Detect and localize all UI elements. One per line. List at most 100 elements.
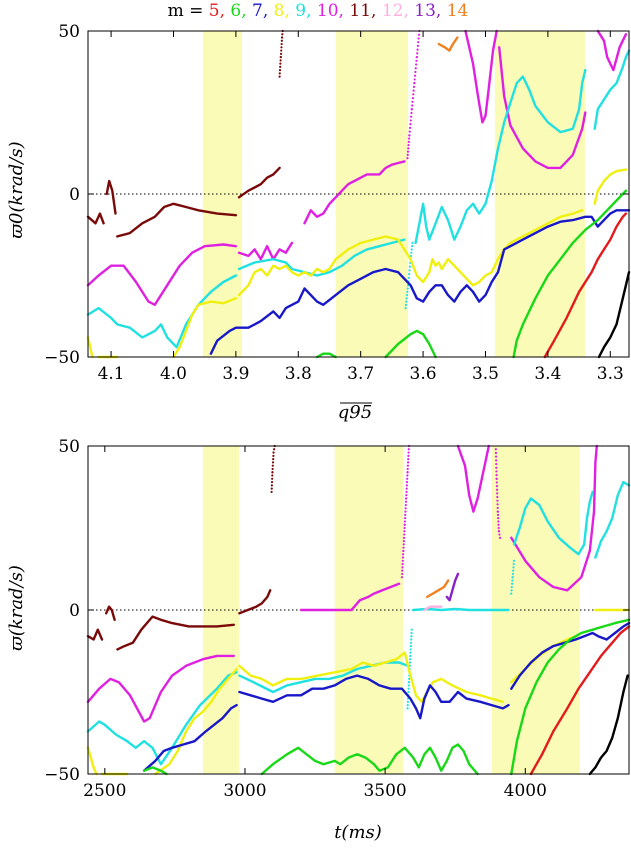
series-point xyxy=(404,500,408,503)
series-point xyxy=(511,572,515,576)
x-tick-label: 3.8 xyxy=(285,364,312,384)
series-point xyxy=(406,157,409,160)
series-m9 xyxy=(86,671,238,766)
series-m11 xyxy=(86,212,105,225)
series-point xyxy=(406,707,409,710)
series-point xyxy=(271,467,274,471)
series-point xyxy=(402,549,405,553)
bottom-xlabel-text: t(ms) xyxy=(334,822,382,843)
series-point xyxy=(408,130,411,133)
series-m9 xyxy=(594,480,631,559)
series-m12 xyxy=(423,605,443,612)
series-point xyxy=(402,546,405,549)
series-m10 xyxy=(596,29,628,72)
series-point xyxy=(410,111,413,115)
series-m9 xyxy=(414,68,587,245)
series-point xyxy=(407,454,410,457)
legend-entry: 11, xyxy=(349,1,381,21)
series-point xyxy=(403,533,406,536)
series-point xyxy=(497,517,500,520)
series-point xyxy=(404,507,407,510)
series-point xyxy=(410,251,413,254)
top-ylabel-text: ϖ0(krad/s) xyxy=(6,141,27,238)
series-point xyxy=(413,82,416,85)
y-tick-label: 0 xyxy=(69,601,80,621)
series-point xyxy=(411,96,415,100)
series-m4 xyxy=(597,271,631,359)
top-series xyxy=(86,29,631,359)
series-point xyxy=(415,63,418,66)
y-tick-label: 0 xyxy=(69,185,80,205)
series-point xyxy=(270,487,273,490)
series-point xyxy=(402,553,405,556)
series-point xyxy=(409,651,412,654)
series-point xyxy=(272,458,275,461)
series-point xyxy=(406,461,410,464)
series-m11 xyxy=(104,605,116,621)
series-point xyxy=(407,140,410,143)
series-point xyxy=(413,78,416,81)
series-point xyxy=(510,585,513,589)
x-tick-label: 4000 xyxy=(504,781,547,801)
series-point xyxy=(410,628,413,631)
series-m6 xyxy=(384,329,437,359)
x-tick-label: 3500 xyxy=(363,781,406,801)
series-point xyxy=(407,687,410,690)
series-point xyxy=(409,641,413,644)
series-point xyxy=(404,307,407,310)
series-point xyxy=(416,52,419,55)
series-point xyxy=(495,459,498,462)
series-m7 xyxy=(209,209,631,355)
series-point xyxy=(407,137,411,140)
series-point xyxy=(417,41,420,44)
panel-top: 4.1 4.0 3.9 3.8 3.7 3.6 3.5 3.4 3.3 50 0 −50 ϖ0(kra… xyxy=(6,22,631,423)
legend-entry: 8, xyxy=(274,1,296,21)
bottom-series xyxy=(86,444,631,776)
series-m11 xyxy=(86,628,104,641)
series-m8 xyxy=(154,667,238,776)
legend-entry: 6, xyxy=(230,1,252,21)
series-m6 xyxy=(142,766,168,776)
series-point xyxy=(407,684,410,687)
series-point xyxy=(495,477,498,480)
series-point xyxy=(404,517,407,520)
bottom-xlabel: t(ms) xyxy=(334,822,382,843)
series-point xyxy=(410,248,413,251)
series-point xyxy=(415,55,418,59)
series-point xyxy=(417,33,421,36)
top-ticks: 4.1 4.0 3.9 3.8 3.7 3.6 3.5 3.4 3.3 50 0 −50 xyxy=(44,22,629,384)
series-point xyxy=(410,638,413,641)
series-point xyxy=(409,644,412,648)
series-point xyxy=(409,658,412,661)
series-point xyxy=(401,566,404,569)
series-m6 xyxy=(315,352,337,359)
series-m6 xyxy=(512,189,628,359)
series-point xyxy=(407,458,410,461)
series-point xyxy=(413,74,417,77)
series-point xyxy=(279,55,282,59)
series-m6 xyxy=(510,618,631,776)
series-point xyxy=(404,303,408,306)
series-m9 xyxy=(512,490,594,556)
series-point xyxy=(415,59,418,62)
series-point xyxy=(405,494,408,497)
series-point xyxy=(406,477,409,480)
series-point xyxy=(401,559,404,562)
series-point xyxy=(405,487,408,490)
x-tick-label: 3.4 xyxy=(534,364,561,384)
series-m10 xyxy=(237,241,294,261)
series-m10 xyxy=(86,654,236,723)
series-m10 xyxy=(299,582,401,612)
series-m8 xyxy=(238,651,505,703)
series-point xyxy=(414,70,417,74)
series-point xyxy=(407,690,410,694)
series-point xyxy=(400,576,404,579)
series-point xyxy=(409,254,413,258)
series-point xyxy=(411,104,414,107)
series-m8 xyxy=(86,336,94,359)
series-m10 xyxy=(86,243,238,306)
series-point xyxy=(495,462,498,466)
series-point xyxy=(410,115,413,118)
series-point xyxy=(511,582,514,585)
series-m7 xyxy=(142,703,238,772)
